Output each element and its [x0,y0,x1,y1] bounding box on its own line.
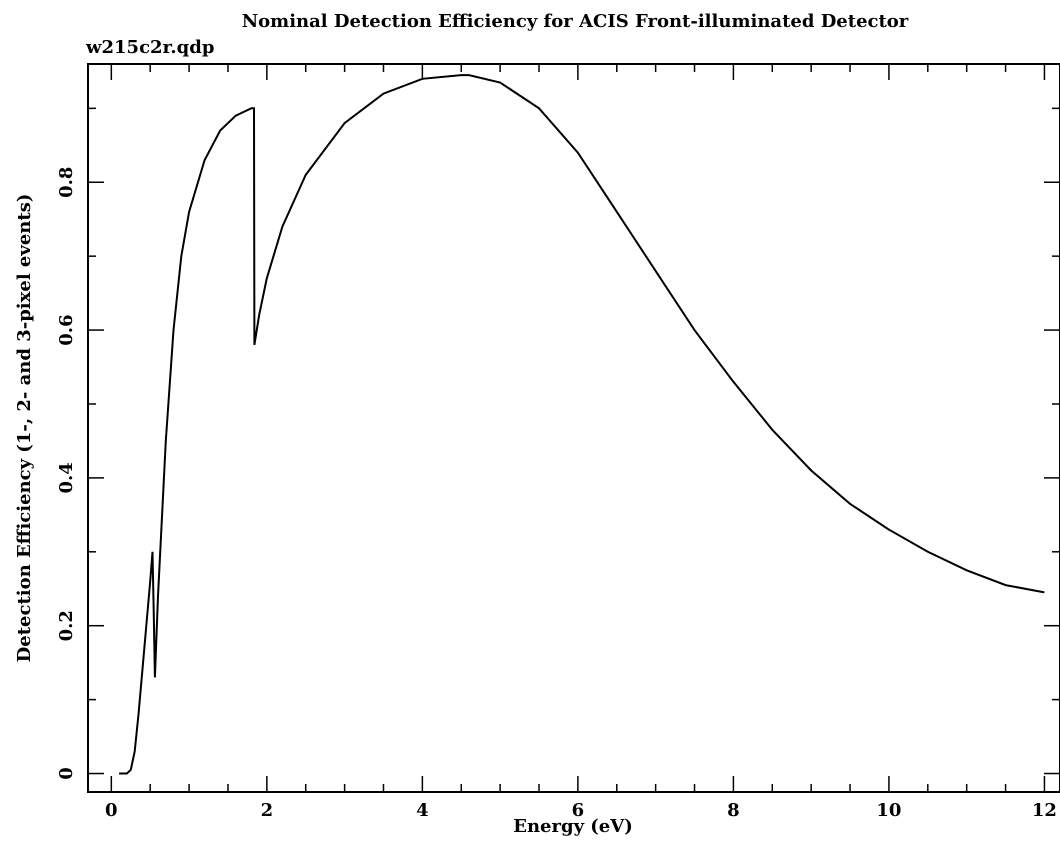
y-axis-label: Detection Efficiency (1-, 2- and 3-pixel… [14,194,35,663]
x-axis-label: Energy (eV) [513,816,633,837]
chart-title: Nominal Detection Efficiency for ACIS Fr… [242,11,909,32]
y-tick-label: 0 [56,767,77,780]
x-tick-label: 0 [105,800,118,821]
x-tick-label: 10 [876,800,901,821]
y-tick-label: 0.4 [56,462,77,493]
y-tick-label: 0.6 [56,314,77,345]
x-tick-label: 6 [572,800,585,821]
y-axis-ticks [88,107,1060,775]
x-axis-tick-labels: 0 2 4 6 8 10 12 [105,800,1057,821]
x-tick-label: 8 [727,800,740,821]
x-tick-label: 4 [416,800,429,821]
x-tick-label: 2 [261,800,274,821]
x-axis-ticks [110,64,1046,792]
y-tick-label: 0.8 [56,167,77,198]
y-axis-tick-labels: 0 0.2 0.4 0.6 0.8 [56,167,77,780]
x-tick-label: 12 [1032,800,1057,821]
series-line [119,74,1045,775]
plot-frame [87,63,1060,793]
y-tick-label: 0.2 [56,610,77,641]
chart-subtitle: w215c2r.qdp [85,37,214,58]
